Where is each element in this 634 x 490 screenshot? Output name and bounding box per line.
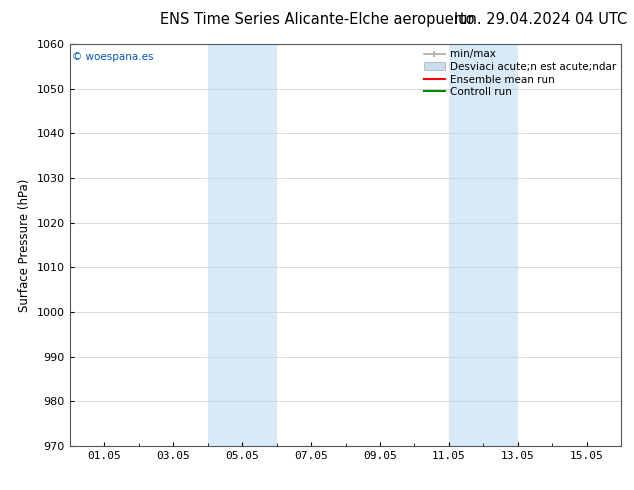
Text: lun. 29.04.2024 04 UTC: lun. 29.04.2024 04 UTC xyxy=(455,12,628,27)
Legend: min/max, Desviaci acute;n est acute;ndar, Ensemble mean run, Controll run: min/max, Desviaci acute;n est acute;ndar… xyxy=(422,47,618,99)
Y-axis label: Surface Pressure (hPa): Surface Pressure (hPa) xyxy=(18,178,31,312)
Bar xyxy=(449,44,518,446)
Text: © woespana.es: © woespana.es xyxy=(72,52,154,62)
Bar xyxy=(207,44,276,446)
Text: ENS Time Series Alicante-Elche aeropuerto: ENS Time Series Alicante-Elche aeropuert… xyxy=(160,12,474,27)
